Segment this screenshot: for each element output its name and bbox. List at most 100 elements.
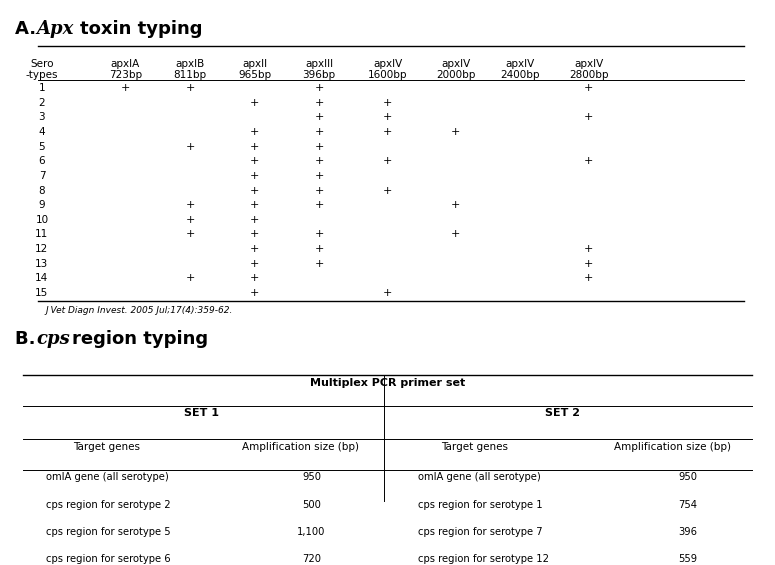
- Text: +: +: [250, 244, 260, 254]
- Text: +: +: [315, 259, 324, 269]
- Text: 3: 3: [39, 112, 45, 122]
- Text: 950: 950: [678, 472, 697, 483]
- Text: +: +: [185, 83, 195, 93]
- Text: region typing: region typing: [72, 330, 208, 348]
- Text: toxin typing: toxin typing: [80, 20, 202, 38]
- Text: Apx: Apx: [36, 20, 74, 38]
- Text: +: +: [250, 229, 260, 240]
- Text: 950: 950: [302, 472, 321, 483]
- Text: omlA gene (all serotype): omlA gene (all serotype): [46, 472, 168, 483]
- Text: +: +: [185, 229, 195, 240]
- Text: +: +: [250, 200, 260, 210]
- Text: 2: 2: [39, 98, 45, 108]
- Text: +: +: [451, 229, 460, 240]
- Text: cps region for serotype 6: cps region for serotype 6: [46, 554, 170, 564]
- Text: 8: 8: [39, 185, 45, 195]
- Text: 754: 754: [678, 499, 697, 510]
- Text: cps region for serotype 1: cps region for serotype 1: [418, 499, 542, 510]
- Text: +: +: [451, 127, 460, 137]
- Text: +: +: [250, 127, 260, 137]
- Text: cps region for serotype 5: cps region for serotype 5: [46, 527, 170, 537]
- Text: apxII
965bp: apxII 965bp: [238, 59, 271, 80]
- Text: +: +: [185, 273, 195, 284]
- Text: +: +: [250, 288, 260, 298]
- Text: +: +: [185, 142, 195, 151]
- Text: apxIV
2800bp: apxIV 2800bp: [569, 59, 608, 80]
- Text: +: +: [451, 200, 460, 210]
- Text: 1,100: 1,100: [298, 527, 326, 537]
- Text: +: +: [584, 112, 594, 122]
- Text: apxIV
2000bp: apxIV 2000bp: [436, 59, 476, 80]
- Text: 15: 15: [36, 288, 49, 298]
- Text: cps region for serotype 7: cps region for serotype 7: [418, 527, 542, 537]
- Text: 4: 4: [39, 127, 45, 137]
- Text: +: +: [315, 185, 324, 195]
- Text: apxIII
396bp: apxIII 396bp: [302, 59, 336, 80]
- Text: +: +: [315, 244, 324, 254]
- Text: 6: 6: [39, 156, 45, 166]
- Text: 500: 500: [302, 499, 321, 510]
- Text: +: +: [250, 215, 260, 225]
- Text: +: +: [383, 127, 392, 137]
- Text: B.: B.: [16, 330, 42, 348]
- Text: +: +: [250, 273, 260, 284]
- Text: Sero
-types: Sero -types: [26, 59, 58, 80]
- Text: +: +: [250, 98, 260, 108]
- Text: +: +: [315, 127, 324, 137]
- Text: cps: cps: [36, 330, 71, 348]
- Text: Target genes: Target genes: [441, 442, 508, 451]
- Text: +: +: [383, 98, 392, 108]
- Text: 1: 1: [39, 83, 45, 93]
- Text: 14: 14: [36, 273, 49, 284]
- Text: 12: 12: [36, 244, 49, 254]
- Text: 559: 559: [678, 554, 697, 564]
- Text: +: +: [315, 112, 324, 122]
- Text: +: +: [315, 83, 324, 93]
- Text: apxIV
2400bp: apxIV 2400bp: [501, 59, 540, 80]
- Text: 7: 7: [39, 171, 45, 181]
- Text: 720: 720: [302, 554, 321, 564]
- Text: apxIA
723bp: apxIA 723bp: [109, 59, 142, 80]
- Text: +: +: [185, 200, 195, 210]
- Text: +: +: [315, 200, 324, 210]
- Text: Amplification size (bp): Amplification size (bp): [614, 442, 731, 451]
- Text: 5: 5: [39, 142, 45, 151]
- Text: omlA gene (all serotype): omlA gene (all serotype): [418, 472, 541, 483]
- Text: +: +: [584, 259, 594, 269]
- Text: +: +: [584, 244, 594, 254]
- Text: cps region for serotype 2: cps region for serotype 2: [46, 499, 170, 510]
- Text: +: +: [250, 171, 260, 181]
- Text: 13: 13: [36, 259, 49, 269]
- Text: apxIB
811bp: apxIB 811bp: [174, 59, 207, 80]
- Text: +: +: [315, 229, 324, 240]
- Text: +: +: [584, 83, 594, 93]
- Text: cps region for serotype 12: cps region for serotype 12: [418, 554, 549, 564]
- Text: +: +: [185, 215, 195, 225]
- Text: +: +: [121, 83, 130, 93]
- Text: +: +: [315, 171, 324, 181]
- Text: +: +: [315, 98, 324, 108]
- Text: Amplification size (bp): Amplification size (bp): [242, 442, 359, 451]
- Text: +: +: [383, 156, 392, 166]
- Text: +: +: [383, 185, 392, 195]
- Text: +: +: [383, 112, 392, 122]
- Text: SET 2: SET 2: [545, 408, 580, 418]
- Text: 10: 10: [36, 215, 49, 225]
- Text: apxIV
1600bp: apxIV 1600bp: [368, 59, 407, 80]
- Text: A.: A.: [16, 20, 43, 38]
- Text: +: +: [383, 288, 392, 298]
- Text: +: +: [315, 156, 324, 166]
- Text: 396: 396: [678, 527, 697, 537]
- Text: 9: 9: [39, 200, 45, 210]
- Text: +: +: [250, 156, 260, 166]
- Text: Multiplex PCR primer set: Multiplex PCR primer set: [310, 377, 465, 388]
- Text: Target genes: Target genes: [73, 442, 140, 451]
- Text: +: +: [315, 142, 324, 151]
- Text: +: +: [250, 142, 260, 151]
- Text: +: +: [250, 185, 260, 195]
- Text: SET 1: SET 1: [184, 408, 219, 418]
- Text: 11: 11: [36, 229, 49, 240]
- Text: J Vet Diagn Invest. 2005 Jul;17(4):359-62.: J Vet Diagn Invest. 2005 Jul;17(4):359-6…: [46, 306, 233, 315]
- Text: +: +: [584, 156, 594, 166]
- Text: +: +: [250, 259, 260, 269]
